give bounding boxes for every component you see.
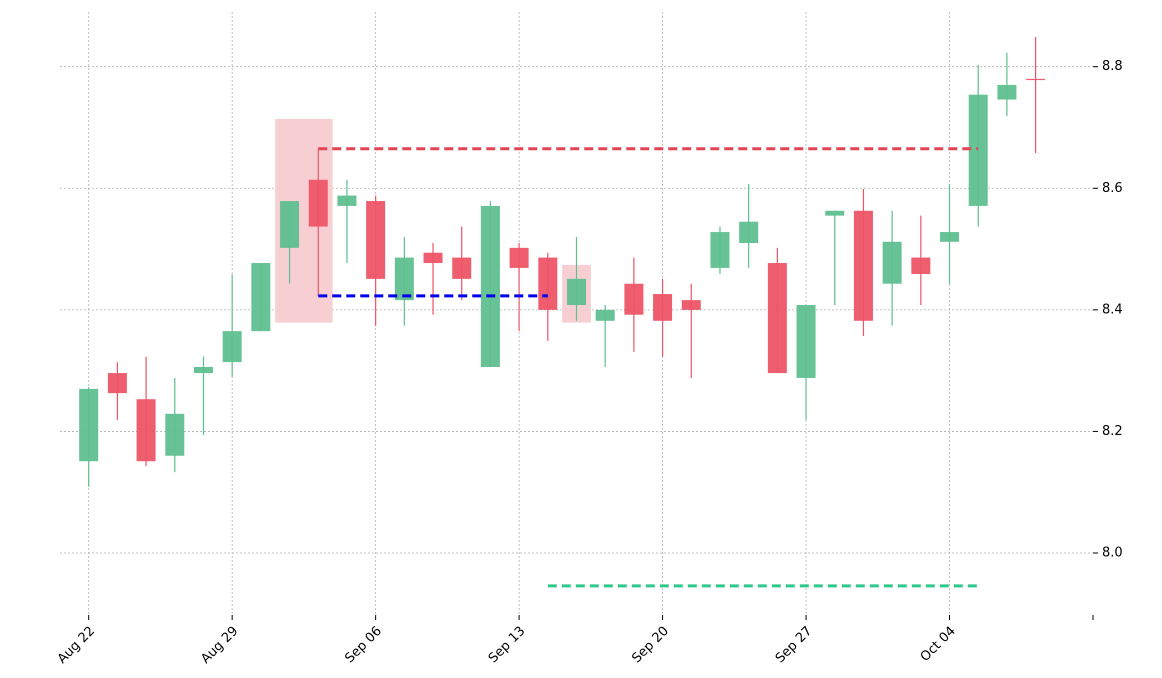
candle-body <box>423 252 443 264</box>
x-tick-label: Sep 13 <box>486 624 529 667</box>
candle-body <box>968 94 988 206</box>
candle-body <box>366 201 386 279</box>
candle-body <box>1026 78 1046 81</box>
x-tick-label: Sep 06 <box>342 624 385 667</box>
candle-body <box>595 309 615 321</box>
candle-body <box>136 399 156 462</box>
y-tick-label: 8.8 <box>1102 59 1123 74</box>
candle-body <box>940 232 960 242</box>
candle-body <box>394 257 414 301</box>
x-tick-label: Oct 04 <box>918 624 959 665</box>
candle-body <box>767 263 787 374</box>
candle-body <box>509 247 529 268</box>
x-tick-label: Aug 29 <box>198 624 241 667</box>
candle-body <box>567 278 586 305</box>
candle-body <box>681 300 701 310</box>
candle-body <box>882 241 902 284</box>
candle-body <box>710 232 730 268</box>
candle-body <box>107 373 127 394</box>
candle-body <box>538 257 558 310</box>
candle-body <box>480 205 500 367</box>
candle-body <box>193 366 213 374</box>
y-tick-label: 8.0 <box>1102 545 1123 560</box>
candle-body <box>337 195 357 206</box>
candle-body <box>452 257 472 279</box>
candle-body <box>796 304 816 378</box>
candle-body <box>997 84 1017 100</box>
candle-body <box>308 179 328 227</box>
candle-body <box>222 331 242 363</box>
y-tick-label: 8.2 <box>1102 424 1123 439</box>
candle-body <box>79 388 99 462</box>
y-tick-label: 8.4 <box>1102 302 1123 317</box>
candle-body <box>165 413 185 456</box>
y-tick-label: 8.6 <box>1102 181 1123 196</box>
candle-body <box>624 283 644 315</box>
candle-body <box>853 210 873 321</box>
x-tick-label: Aug 22 <box>55 624 98 667</box>
x-tick-label: Sep 20 <box>629 624 672 667</box>
candle-body <box>739 221 759 243</box>
candle-body <box>280 201 300 248</box>
x-tick-label: Sep 27 <box>773 624 816 667</box>
candle-body <box>251 263 271 332</box>
candle-body <box>911 257 931 274</box>
candle-body <box>653 294 673 321</box>
candle-body <box>825 210 845 216</box>
